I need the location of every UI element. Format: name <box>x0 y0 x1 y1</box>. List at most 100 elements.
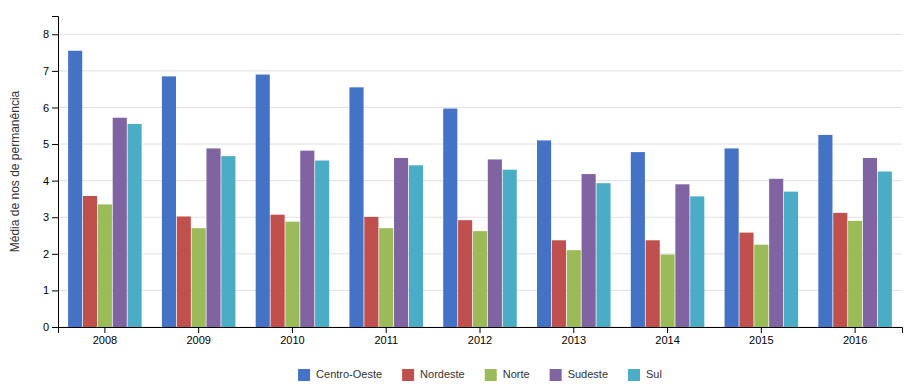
x-tick-label: 2013 <box>562 334 586 346</box>
x-tick-label: 2014 <box>655 334 679 346</box>
bar <box>128 124 142 327</box>
x-tick: 2014 <box>655 327 679 346</box>
axis-line <box>59 328 903 334</box>
y-tick: 7 <box>43 65 58 77</box>
legend-item: Sul <box>628 368 662 381</box>
bar <box>582 174 596 327</box>
bar <box>256 75 270 327</box>
bar <box>409 165 423 327</box>
bar <box>300 151 314 327</box>
x-tick-label: 2010 <box>280 334 304 346</box>
x-tick: 2013 <box>562 327 586 346</box>
x-tick-mark <box>573 327 574 333</box>
bar <box>769 179 783 327</box>
y-tick-label: 4 <box>43 175 49 187</box>
bar <box>443 109 457 327</box>
y-tick-mark <box>52 144 58 145</box>
x-tick-mark <box>104 327 105 333</box>
y-tick-mark <box>52 34 58 35</box>
y-tick-mark <box>52 217 58 218</box>
y-tick-label: 8 <box>43 28 49 40</box>
y-tick: 1 <box>43 284 58 296</box>
axis-line <box>52 17 59 328</box>
plot: 2008200920102011201220132014201520160123… <box>43 17 903 346</box>
bar <box>878 172 892 328</box>
y-tick-label: 6 <box>43 101 49 113</box>
legend-item: Norte <box>485 368 530 381</box>
bar <box>739 233 753 327</box>
legend-item: Centro-Oeste <box>298 368 382 381</box>
bar <box>503 170 517 327</box>
bar <box>848 221 862 327</box>
grid <box>58 34 902 327</box>
bar <box>349 87 363 327</box>
y-tick: 4 <box>43 175 58 187</box>
legend-label: Sudeste <box>568 368 608 380</box>
legend-swatch <box>298 369 310 381</box>
y-tick: 5 <box>43 138 58 150</box>
bar <box>596 183 610 327</box>
bar <box>646 240 660 327</box>
bar <box>221 156 235 327</box>
legend-swatch <box>485 369 497 381</box>
x-tick-mark <box>198 327 199 333</box>
y-tick-mark <box>52 71 58 72</box>
legend-swatch <box>402 369 414 381</box>
bar-series <box>113 118 877 327</box>
x-tick-mark <box>855 327 856 333</box>
x-tick-label: 2012 <box>468 334 492 346</box>
x-tick-label: 2009 <box>186 334 210 346</box>
y-tick-mark <box>52 327 58 328</box>
y-tick-mark <box>52 107 58 108</box>
bar <box>98 204 112 327</box>
y-tick-label: 2 <box>43 248 49 260</box>
legend-item: Nordeste <box>402 368 465 381</box>
bar <box>473 231 487 327</box>
y-tick-mark <box>52 181 58 182</box>
x-tick: 2016 <box>843 327 867 346</box>
bar <box>675 184 689 327</box>
bar <box>784 192 798 327</box>
legend-swatch <box>550 369 562 381</box>
y-tick-mark <box>52 254 58 255</box>
legend-label: Nordeste <box>420 368 465 380</box>
bar <box>488 159 502 327</box>
x-tick-mark <box>292 327 293 333</box>
legend-swatch <box>628 369 640 381</box>
bar <box>631 152 645 327</box>
bar <box>567 250 581 327</box>
bar <box>690 196 704 327</box>
x-tick-mark <box>386 327 387 333</box>
y-tick: 0 <box>43 321 58 333</box>
y-axis: 0 1 2 3 4 5 6 7 8 <box>43 17 59 334</box>
y-tick-label: 7 <box>43 65 49 77</box>
grid-line <box>58 107 902 108</box>
x-axis: 200820092010201120122013201420152016 <box>59 327 903 346</box>
grid-line <box>58 70 902 71</box>
grid-line <box>58 144 902 145</box>
bar-series <box>68 51 832 327</box>
y-tick: 6 <box>43 101 58 113</box>
x-tick: 2010 <box>280 327 304 346</box>
x-tick: 2012 <box>468 327 492 346</box>
y-axis-title: Média de nos de permanência <box>8 90 22 252</box>
bars <box>68 51 892 327</box>
bar <box>68 51 82 327</box>
legend-label: Norte <box>503 368 530 380</box>
x-tick: 2009 <box>186 327 210 346</box>
y-tick-label: 5 <box>43 138 49 150</box>
grid-line <box>58 34 902 35</box>
legend: Centro-Oeste Nordeste Norte Sudeste Sul <box>298 368 662 381</box>
bar <box>833 213 847 327</box>
x-tick: 2011 <box>374 327 398 346</box>
x-tick-label: 2011 <box>374 334 398 346</box>
x-tick-mark <box>667 327 668 333</box>
bar <box>660 255 674 327</box>
bar <box>285 222 299 327</box>
x-tick-label: 2015 <box>749 334 773 346</box>
bar <box>379 228 393 327</box>
bar <box>271 215 285 327</box>
y-tick: 3 <box>43 211 58 223</box>
bar-series <box>83 196 847 327</box>
y-tick-label: 1 <box>43 284 49 296</box>
